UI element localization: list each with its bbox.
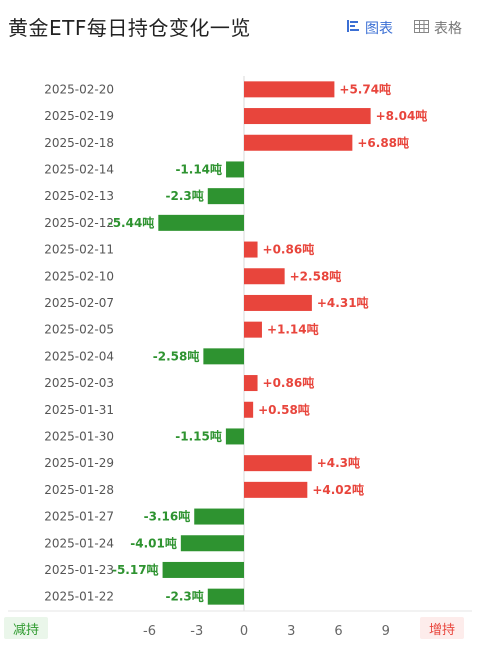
view-chart-tab[interactable]: 图表 — [346, 18, 393, 38]
view-table-label: 表格 — [434, 21, 462, 37]
chart-header: 黄金ETF每日持仓变化一览 图表 表格 — [0, 0, 480, 62]
table-view-icon — [414, 19, 429, 37]
x-tick-label: 9 — [382, 624, 390, 639]
category-label: 2025-01-31 — [44, 403, 114, 417]
bar — [244, 134, 353, 151]
chart-view-icon — [346, 19, 360, 37]
bar — [194, 508, 244, 525]
view-table-tab[interactable]: 表格 — [414, 18, 462, 38]
data-label: -5.44吨 — [108, 215, 155, 230]
bar — [162, 561, 244, 578]
data-label: +4.31吨 — [317, 295, 369, 310]
data-label: -2.58吨 — [153, 348, 200, 363]
bar — [244, 321, 262, 338]
decrease-legend: 减持 — [4, 617, 48, 639]
data-label: +1.14吨 — [267, 322, 319, 337]
bar — [244, 481, 308, 498]
bar — [244, 294, 312, 311]
bar — [207, 588, 244, 605]
bar — [225, 428, 244, 445]
x-tick-label: 6 — [334, 624, 342, 639]
bar — [226, 161, 244, 178]
data-label: +0.86吨 — [263, 242, 315, 257]
category-label: 2025-01-27 — [44, 510, 114, 524]
bar — [158, 214, 244, 231]
bar — [244, 108, 371, 125]
x-tick-label: 0 — [240, 624, 248, 639]
data-label: +4.3吨 — [317, 455, 360, 470]
category-label: 2025-01-22 — [44, 590, 114, 604]
category-label: 2025-02-13 — [44, 189, 114, 203]
data-label: +6.88吨 — [357, 135, 409, 150]
category-label: 2025-01-28 — [44, 483, 114, 497]
data-label: +5.74吨 — [339, 81, 391, 96]
data-label: -4.01吨 — [130, 535, 177, 550]
category-label: 2025-01-24 — [44, 536, 114, 550]
bar — [244, 268, 285, 285]
data-label: +0.58吨 — [258, 402, 310, 417]
bar — [244, 241, 258, 258]
category-label: 2025-02-12 — [44, 216, 114, 230]
data-label: -2.3吨 — [166, 188, 204, 203]
category-label: 2025-02-11 — [44, 243, 114, 257]
data-label: +0.86吨 — [263, 375, 315, 390]
x-tick-label: -6 — [143, 624, 156, 639]
data-label: -1.15吨 — [175, 428, 222, 443]
bar — [244, 401, 254, 418]
view-chart-label: 图表 — [365, 21, 393, 37]
category-label: 2025-02-14 — [44, 162, 114, 176]
data-label: -3.16吨 — [144, 509, 191, 524]
category-label: 2025-02-19 — [44, 109, 114, 123]
category-label: 2025-02-03 — [44, 376, 114, 390]
data-label: +2.58吨 — [290, 268, 342, 283]
increase-legend: 增持 — [420, 617, 464, 639]
data-label: +4.02吨 — [312, 482, 364, 497]
page-title: 黄金ETF每日持仓变化一览 — [8, 16, 251, 40]
data-label: -5.17吨 — [112, 562, 159, 577]
category-label: 2025-01-23 — [44, 563, 114, 577]
bar — [244, 375, 258, 392]
category-label: 2025-02-07 — [44, 296, 114, 310]
bar — [203, 348, 244, 365]
bar — [244, 81, 335, 98]
data-label: +8.04吨 — [376, 108, 428, 123]
category-label: 2025-02-10 — [44, 269, 114, 283]
category-label: 2025-01-30 — [44, 429, 114, 443]
x-tick-label: -3 — [190, 624, 203, 639]
bar — [207, 188, 244, 205]
category-label: 2025-02-18 — [44, 136, 114, 150]
category-label: 2025-02-04 — [44, 349, 114, 363]
category-label: 2025-01-29 — [44, 456, 114, 470]
bar — [244, 455, 312, 472]
category-label: 2025-02-20 — [44, 82, 114, 96]
bar — [180, 535, 244, 552]
data-label: -2.3吨 — [166, 589, 204, 604]
data-label: -1.14吨 — [175, 161, 222, 176]
category-label: 2025-02-05 — [44, 323, 114, 337]
x-tick-label: 3 — [287, 624, 295, 639]
